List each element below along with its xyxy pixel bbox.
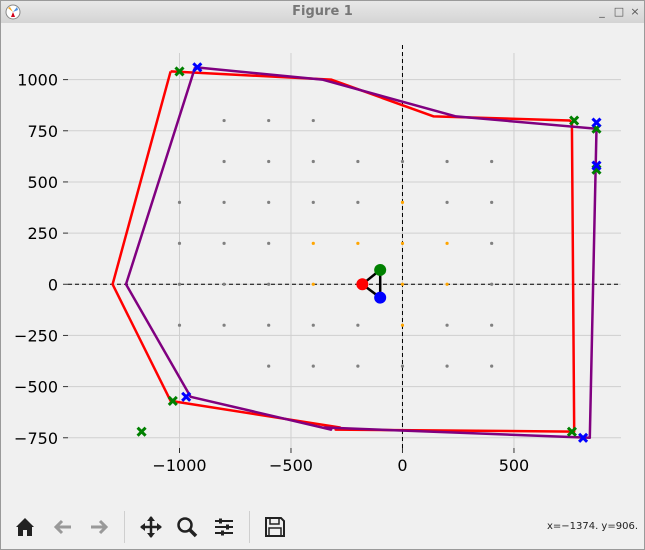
blue-x-marker: [578, 432, 589, 443]
gray-point: [311, 323, 315, 327]
toolbar-separator: [124, 511, 125, 543]
gray-point: [490, 200, 494, 205]
gray-point: [311, 118, 315, 123]
robot-green-point: [374, 263, 387, 276]
configure-subplots-icon[interactable]: [210, 513, 238, 541]
window-title: Figure 1: [292, 4, 353, 19]
gray-point: [267, 159, 271, 164]
orange-point: [445, 282, 449, 286]
y-tick-label: 500: [27, 173, 58, 192]
green-x-marker: [569, 115, 580, 126]
gray-point: [222, 323, 226, 327]
y-tick-label: −500: [14, 378, 58, 397]
title-bar[interactable]: Figure 1 _ □ ×: [1, 1, 644, 24]
gray-point: [400, 159, 405, 164]
gray-point: [490, 364, 494, 368]
gray-point: [490, 323, 494, 327]
orange-point: [445, 241, 449, 245]
gray-point: [400, 364, 405, 368]
green-x-marker: [566, 426, 578, 437]
y-tick-label: 750: [27, 122, 58, 141]
gray-point: [177, 323, 182, 327]
gray-point: [222, 200, 226, 205]
gray-point: [311, 364, 315, 368]
green-x-marker: [136, 426, 147, 437]
gray-point: [356, 159, 360, 164]
navigation-toolbar: x=−1374. y=906.: [1, 505, 644, 549]
green-x-marker: [167, 395, 178, 406]
y-tick-label: 1000: [17, 71, 58, 90]
orange-point: [400, 282, 405, 286]
save-icon[interactable]: [261, 513, 289, 541]
gray-point: [311, 159, 315, 164]
orange-point: [400, 200, 405, 205]
x-tick-label: 0: [397, 456, 407, 475]
x-tick-label: −1000: [152, 456, 206, 475]
gray-point: [177, 241, 182, 245]
gray-point: [177, 200, 182, 205]
orange-point: [356, 241, 360, 245]
forward-arrow-icon[interactable]: [85, 513, 113, 541]
matplotlib-icon: [5, 4, 21, 20]
trajectory-line-red: [111, 70, 576, 433]
plot-svg[interactable]: −1000 −500 0 500 −750 −500 −250 0 250 500 750 1000: [1, 23, 644, 505]
toolbar-separator: [249, 511, 250, 543]
gray-point: [267, 241, 271, 245]
robot-red-point: [356, 278, 369, 291]
orange-point: [311, 241, 315, 245]
x-tick-label: −500: [269, 456, 313, 475]
x-tick-label: 500: [499, 456, 530, 475]
close-button[interactable]: ×: [630, 5, 640, 18]
orange-point: [400, 241, 405, 245]
figure-canvas[interactable]: −1000 −500 0 500 −750 −500 −250 0 250 500 750 1000: [1, 23, 644, 505]
gray-point: [222, 241, 226, 245]
gray-point: [177, 282, 182, 286]
y-tick-label: 250: [27, 224, 58, 243]
back-arrow-icon[interactable]: [49, 513, 77, 541]
orange-point: [400, 323, 405, 327]
blue-x-marker: [591, 117, 602, 128]
green-x-marker: [174, 66, 185, 77]
gray-point: [490, 241, 494, 245]
trajectory-line-purple: [124, 66, 598, 440]
gray-point: [311, 200, 315, 205]
gray-point: [356, 200, 360, 205]
gray-point: [222, 159, 226, 164]
gray-point: [490, 282, 494, 286]
cursor-coordinates: x=−1374. y=906.: [546, 521, 638, 532]
robot-blue-point: [374, 291, 387, 304]
gray-point: [445, 200, 449, 205]
gray-point: [222, 118, 226, 123]
y-tick-label: −750: [14, 429, 58, 448]
gray-point: [222, 282, 226, 286]
gray-point: [267, 282, 271, 286]
zoom-icon[interactable]: [173, 513, 201, 541]
gray-point: [267, 200, 271, 205]
gray-point: [445, 323, 449, 327]
blue-x-marker: [591, 160, 602, 171]
minimize-button[interactable]: _: [599, 5, 605, 18]
home-icon[interactable]: [11, 513, 39, 541]
y-tick-label: 0: [48, 275, 58, 294]
gray-point: [267, 364, 271, 368]
gray-point: [490, 159, 494, 164]
plot-area: [68, 53, 621, 448]
gray-point: [445, 159, 449, 164]
robot-triangle: [360, 267, 382, 301]
gray-point: [267, 118, 271, 123]
gray-point: [445, 364, 449, 368]
pan-icon[interactable]: [137, 513, 165, 541]
blue-x-marker: [181, 391, 192, 402]
orange-point: [311, 282, 315, 286]
maximize-button[interactable]: □: [613, 5, 625, 18]
gray-point: [356, 364, 360, 368]
gray-point: [356, 323, 360, 327]
gray-point: [267, 323, 271, 327]
blue-x-marker: [192, 62, 203, 73]
y-tick-label: −250: [14, 326, 58, 345]
